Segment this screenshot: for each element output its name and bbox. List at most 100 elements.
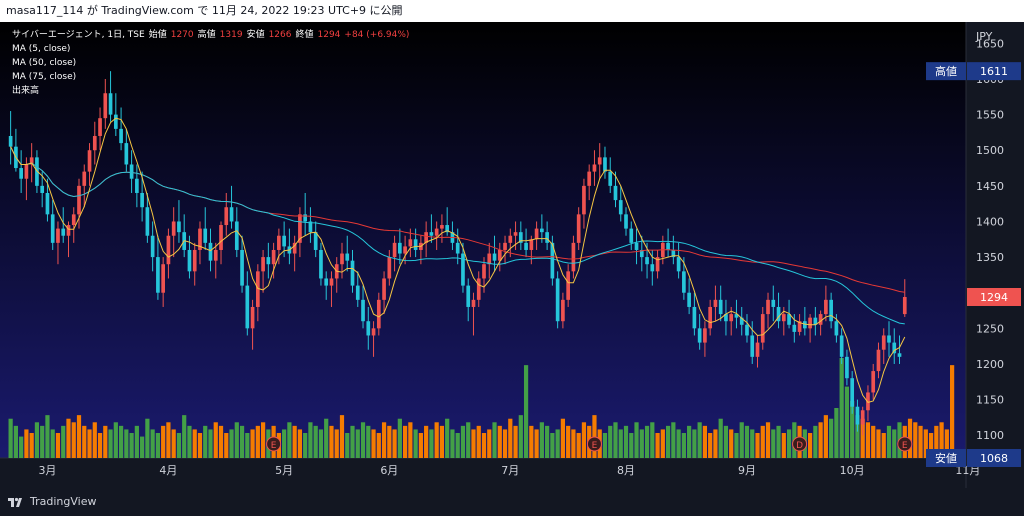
candle-body [250, 306, 255, 329]
volume-bar [239, 425, 245, 458]
y-tick-label: 1650 [976, 37, 1004, 50]
candle-body [703, 328, 707, 343]
candle-body [545, 232, 549, 243]
candle-body [124, 143, 129, 165]
y-tick-label: 1450 [976, 180, 1004, 193]
volume-bar [329, 425, 334, 458]
volume-bar [250, 429, 255, 458]
volume-bar [944, 429, 949, 458]
candle-body [119, 128, 123, 144]
indicator-volume[interactable]: 出来高 [12, 86, 40, 96]
volume-bar [8, 418, 13, 458]
volume-bar [224, 433, 229, 458]
candle-body [292, 242, 297, 254]
volume-bar [50, 429, 55, 458]
candle-body [56, 228, 60, 243]
plot-background [0, 22, 966, 458]
candle-body [787, 314, 791, 325]
high-marker-label-box [926, 62, 966, 81]
candle-body [350, 260, 355, 286]
indicator-ma75[interactable]: MA (75, close) [12, 72, 77, 82]
low-marker-value: 1068 [980, 452, 1008, 465]
volume-bar [560, 418, 565, 458]
open-label: 始値 [148, 30, 167, 40]
candle-body [760, 314, 765, 343]
candle-body [255, 271, 260, 307]
candle-body [603, 157, 607, 172]
volume-bar [934, 425, 939, 458]
volume-bar [829, 418, 834, 458]
candle-body [87, 150, 92, 172]
candle-body [797, 321, 802, 332]
volume-bar [476, 425, 481, 458]
y-tick-label: 1200 [976, 358, 1004, 371]
candle-body [445, 225, 450, 233]
candle-body [697, 328, 702, 343]
volume-bar [318, 429, 324, 458]
low-marker-label: 安値 [935, 451, 957, 465]
price-chart[interactable]: JPY 110011501200125013001350140014501500… [0, 22, 1024, 488]
candle-body [455, 242, 460, 254]
high-marker-label: 高値 [935, 64, 957, 78]
volume-bar [865, 422, 871, 458]
candle-body [608, 171, 613, 186]
candle-body [224, 207, 229, 226]
volume-bar [218, 425, 224, 458]
volume-bar [408, 422, 413, 458]
candle-body [8, 135, 13, 147]
candle-body [561, 299, 565, 322]
indicator-ma50[interactable]: MA (50, close) [12, 58, 77, 68]
candle-body [676, 257, 681, 272]
candle-body [718, 299, 723, 315]
candle-body [745, 324, 749, 336]
volume-bar [734, 433, 739, 458]
volume-bar [497, 425, 502, 458]
candle-body [503, 242, 507, 250]
candle-body [424, 232, 428, 243]
event-earnings-icon [266, 436, 282, 452]
volume-bar [634, 422, 639, 458]
candle-body [50, 214, 55, 243]
event-label: D [796, 441, 803, 451]
volume-bar [855, 415, 860, 458]
candle-body [497, 249, 502, 261]
volume-bar [923, 429, 928, 458]
tradingview-brand[interactable]: TradingView [8, 495, 96, 508]
volume-bar [613, 422, 618, 458]
candle-body [887, 335, 891, 343]
volume-bar [208, 429, 213, 458]
volume-bar [97, 433, 103, 458]
volume-bar [518, 415, 523, 458]
volume-bar [681, 433, 686, 458]
candle-body [881, 335, 886, 350]
candle-body [208, 242, 213, 261]
candle-body [524, 242, 528, 250]
candle-body [618, 200, 623, 215]
low-value: 1266 [268, 30, 292, 40]
chart-area[interactable]: JPY 110011501200125013001350140014501500… [0, 22, 1024, 488]
indicator-ma5[interactable]: MA (5, close) [12, 44, 71, 54]
candle-body [897, 353, 902, 357]
volume-bar [576, 433, 581, 458]
candle-body [234, 221, 239, 250]
candle-body [597, 157, 602, 165]
candle-body [729, 314, 734, 322]
volume-bar [502, 429, 508, 458]
candle-body [319, 249, 323, 279]
candle-body [261, 257, 265, 272]
candle-body [734, 314, 739, 318]
volume-bar [471, 429, 476, 458]
candle-body [282, 235, 286, 247]
candle-body [177, 221, 181, 233]
candle-body [566, 271, 570, 300]
candle-body [860, 410, 865, 425]
candle-body [213, 249, 218, 261]
volume-bar [366, 425, 371, 458]
volume-bar [850, 400, 855, 458]
candle-body [813, 317, 818, 325]
volume-bar [529, 425, 534, 458]
volume-bar [950, 365, 955, 458]
y-tick-label: 1100 [976, 429, 1004, 442]
candle-body [666, 242, 670, 250]
volume-bar [187, 425, 192, 458]
